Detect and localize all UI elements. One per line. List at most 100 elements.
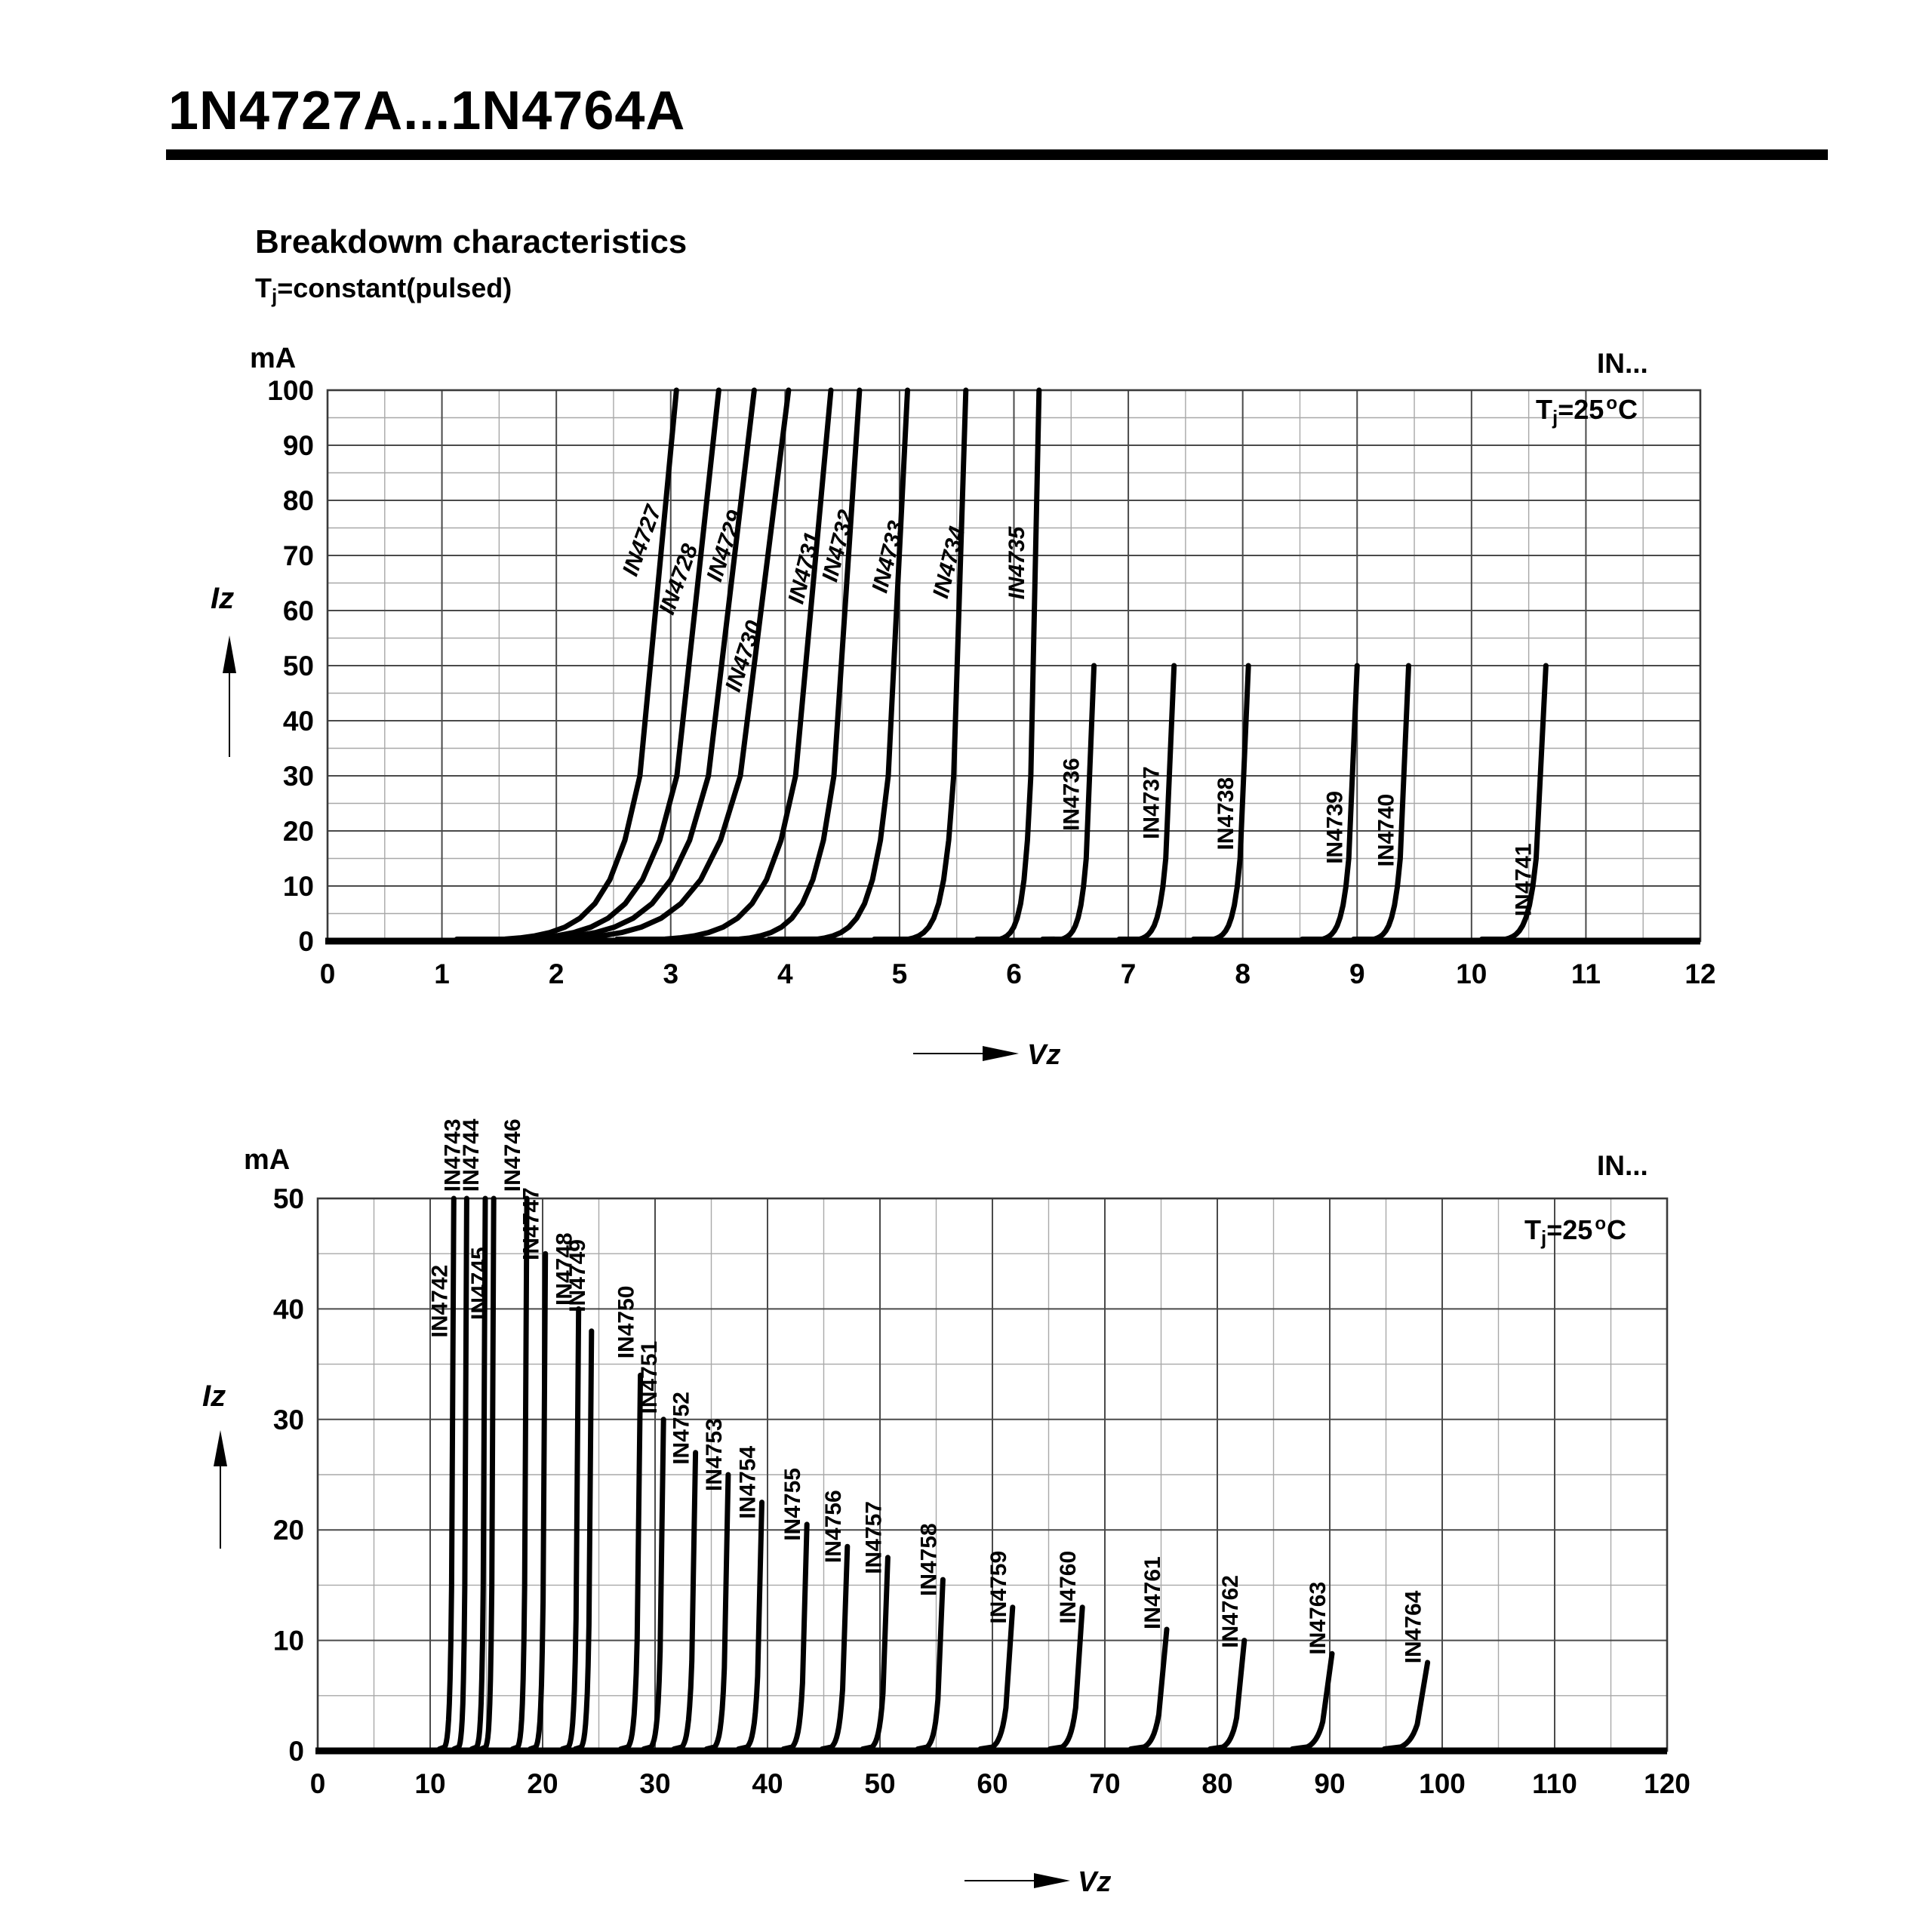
y-axis-unit-bottom: mA [244, 1144, 291, 1176]
condition-text: =constant(pulsed) [277, 272, 512, 303]
curve-label-IN4745: IN4745 [467, 1247, 492, 1320]
y-tick-label: 60 [283, 595, 314, 626]
x-tick-label: 9 [1349, 958, 1365, 989]
curve-label-IN4751: IN4751 [637, 1341, 662, 1414]
curve-IN4735 [974, 387, 1042, 942]
curve-IN4738 [1191, 663, 1251, 942]
temp-value: =25 [1558, 394, 1604, 425]
temp-unit: C [1606, 1214, 1626, 1245]
series-family-label-bottom: IN... [1597, 1150, 1648, 1181]
curve-IN4763 [1290, 1651, 1335, 1752]
series-family-label-top: IN... [1597, 348, 1648, 379]
curve-IN4754 [736, 1500, 764, 1752]
y-tick-label: 20 [283, 816, 314, 847]
curve-label-IN4756: IN4756 [821, 1490, 846, 1563]
curve-IN4752 [671, 1450, 699, 1752]
x-tick-label: 30 [639, 1768, 670, 1799]
temp-note-top: Tj=25 oC [1536, 393, 1638, 429]
right-arrow-icon [1034, 1873, 1070, 1888]
curve-IN4761 [1128, 1626, 1170, 1752]
curve-label-IN4729: IN4729 [702, 507, 748, 585]
y-axis-unit-top: mA [250, 343, 297, 374]
curve-label-IN4752: IN4752 [669, 1392, 694, 1465]
curve-label-IN4759: IN4759 [986, 1551, 1011, 1624]
curve-label-IN4761: IN4761 [1140, 1556, 1165, 1629]
x-tick-label: 11 [1571, 958, 1601, 989]
curve-IN4760 [1047, 1604, 1085, 1752]
x-tick-label: 10 [1456, 958, 1487, 989]
title-rule [166, 149, 1828, 160]
x-axis-title-top: Vz [1027, 1039, 1061, 1071]
curve-IN4762 [1208, 1638, 1247, 1752]
y-tick-label: 50 [283, 651, 314, 681]
curve-IN4757 [860, 1555, 891, 1752]
curve-label-IN4735: IN4735 [1004, 525, 1029, 599]
temp-symbol: T [1524, 1214, 1541, 1245]
curve-label-IN4739: IN4739 [1322, 791, 1347, 864]
curve-label-IN4740: IN4740 [1374, 794, 1399, 867]
curve-label-IN4760: IN4760 [1056, 1551, 1081, 1624]
x-tick-label: 60 [977, 1768, 1008, 1799]
curve-label-IN4746: IN4746 [500, 1118, 525, 1192]
y-tick-label: 30 [283, 761, 314, 792]
curve-IN4731 [614, 387, 834, 942]
temp-subscript: j [1552, 406, 1558, 429]
y-tick-label: 20 [273, 1515, 304, 1546]
x-tick-label: 70 [1089, 1768, 1120, 1799]
x-axis-title-bottom: Vz [1078, 1866, 1112, 1898]
x-tick-label: 3 [663, 958, 679, 989]
curve-label-IN4741: IN4741 [1511, 843, 1536, 916]
x-tick-label: 80 [1201, 1768, 1232, 1799]
curve-IN4759 [977, 1604, 1016, 1752]
curve-label-IN4744: IN4744 [459, 1118, 484, 1192]
up-arrow-icon [223, 635, 236, 673]
y-tick-label: 50 [273, 1183, 304, 1214]
curve-IN4750 [617, 1372, 644, 1752]
curve-IN4744 [469, 1195, 488, 1752]
curve-IN4745 [478, 1195, 497, 1752]
curve-IN4746 [509, 1195, 530, 1752]
condition-symbol: T [255, 272, 272, 303]
curve-label-IN4762: IN4762 [1218, 1575, 1243, 1648]
x-tick-label: 5 [892, 958, 908, 989]
curve-label-IN4734: IN4734 [928, 524, 970, 601]
curve-label-IN4748: IN4748 [552, 1232, 577, 1306]
curve-label-IN4757: IN4757 [861, 1501, 886, 1574]
curve-IN4756 [819, 1543, 851, 1752]
temp-unit: C [1617, 394, 1638, 425]
curve-IN4740 [1351, 663, 1411, 942]
x-tick-label: 7 [1121, 958, 1137, 989]
curve-IN4739 [1300, 663, 1360, 942]
page-title: 1N4727A...1N4764A [168, 81, 686, 141]
curve-IN4764 [1381, 1660, 1431, 1752]
y-tick-label: 10 [273, 1626, 304, 1657]
x-tick-label: 1 [434, 958, 450, 989]
curve-label-IN4732: IN4732 [817, 507, 859, 584]
x-tick-label: 12 [1684, 958, 1715, 989]
curve-label-IN4764: IN4764 [1401, 1590, 1426, 1663]
right-arrow-icon [983, 1046, 1019, 1061]
x-tick-label: 8 [1235, 958, 1251, 989]
test-condition: Tj=constant(pulsed) [255, 272, 512, 308]
x-tick-label: 100 [1419, 1768, 1466, 1799]
temp-value: =25 [1546, 1214, 1593, 1245]
curve-label-IN4754: IN4754 [736, 1446, 761, 1519]
y-tick-label: 90 [283, 430, 314, 461]
curve-IN4737 [1116, 663, 1177, 942]
x-tick-label: 20 [527, 1768, 558, 1799]
x-tick-label: 50 [864, 1768, 895, 1799]
x-tick-label: 4 [777, 958, 793, 989]
y-tick-label: 40 [283, 706, 314, 737]
curve-IN4743 [451, 1195, 469, 1752]
curve-label-IN4733: IN4733 [867, 518, 909, 595]
curve-IN4749 [572, 1328, 595, 1752]
curve-IN4734 [872, 387, 969, 942]
y-tick-label: 30 [273, 1404, 304, 1435]
temp-note-bottom: Tj=25 oC [1524, 1214, 1626, 1250]
curve-label-IN4737: IN4737 [1140, 766, 1164, 839]
curve-IN4747 [528, 1251, 549, 1752]
curve-IN4741 [1479, 663, 1549, 942]
curve-IN4755 [780, 1521, 810, 1752]
x-tick-label: 6 [1006, 958, 1022, 989]
